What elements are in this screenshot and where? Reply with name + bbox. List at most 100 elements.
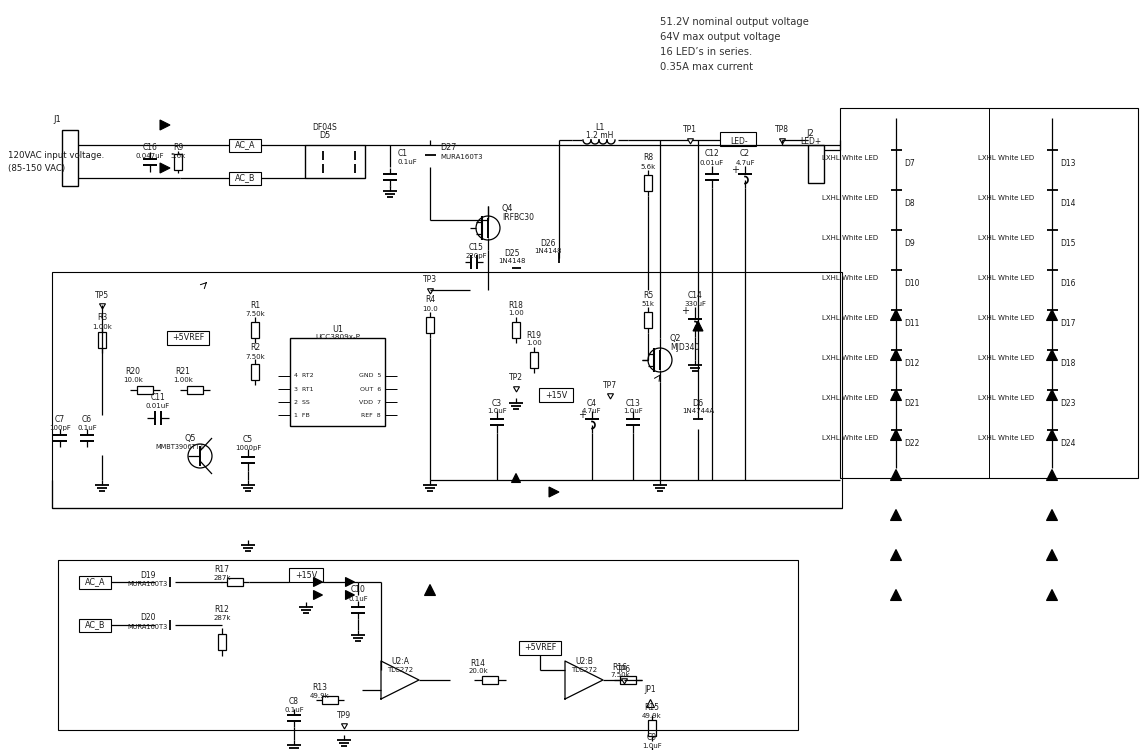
Text: R4: R4 bbox=[424, 296, 435, 304]
Text: LXHL White LED: LXHL White LED bbox=[978, 275, 1033, 281]
Text: AC_B: AC_B bbox=[235, 173, 256, 182]
Bar bbox=[251, 364, 259, 380]
Polygon shape bbox=[345, 578, 354, 586]
Polygon shape bbox=[1046, 430, 1058, 440]
Polygon shape bbox=[890, 430, 902, 440]
Text: +: + bbox=[578, 410, 586, 420]
Text: Q2: Q2 bbox=[670, 334, 681, 343]
Polygon shape bbox=[1046, 310, 1058, 320]
Bar bbox=[840, 108, 1138, 478]
Text: IRFBC30: IRFBC30 bbox=[502, 212, 535, 221]
Text: U2:B: U2:B bbox=[575, 658, 593, 667]
Bar bbox=[305, 145, 365, 178]
Bar bbox=[643, 312, 651, 328]
Bar bbox=[218, 634, 226, 650]
Text: 20.0k: 20.0k bbox=[468, 668, 487, 674]
Text: Q4: Q4 bbox=[502, 203, 514, 212]
Polygon shape bbox=[512, 473, 521, 482]
Text: (85-150 VAC): (85-150 VAC) bbox=[8, 164, 65, 172]
Text: 1.0uF: 1.0uF bbox=[487, 408, 507, 414]
Text: TLC272: TLC272 bbox=[571, 667, 598, 673]
Polygon shape bbox=[1046, 550, 1058, 560]
Bar bbox=[518, 641, 561, 655]
Text: C16: C16 bbox=[142, 143, 157, 152]
Polygon shape bbox=[549, 487, 559, 497]
Text: LXHL White LED: LXHL White LED bbox=[822, 355, 877, 361]
Polygon shape bbox=[890, 550, 902, 560]
Text: LXHL White LED: LXHL White LED bbox=[822, 315, 877, 321]
Text: LXHL White LED: LXHL White LED bbox=[978, 235, 1033, 241]
Polygon shape bbox=[890, 350, 902, 361]
Text: 16 LED’s in series.: 16 LED’s in series. bbox=[660, 47, 752, 57]
Bar bbox=[97, 332, 106, 348]
Text: MURA160T3: MURA160T3 bbox=[440, 154, 483, 160]
Polygon shape bbox=[159, 163, 170, 173]
Text: D25: D25 bbox=[505, 248, 520, 257]
Text: R19: R19 bbox=[526, 331, 541, 340]
Text: 1  FB: 1 FB bbox=[294, 413, 310, 418]
Text: LXHL White LED: LXHL White LED bbox=[822, 395, 877, 401]
Text: C5: C5 bbox=[243, 436, 253, 445]
Text: MURA160T3: MURA160T3 bbox=[127, 624, 169, 630]
Text: UCC3809x-P: UCC3809x-P bbox=[315, 334, 360, 340]
Text: AC_B: AC_B bbox=[85, 620, 106, 629]
Text: R21: R21 bbox=[175, 368, 190, 376]
Text: 330uF: 330uF bbox=[684, 301, 707, 307]
Text: 7.50k: 7.50k bbox=[245, 311, 265, 317]
Text: 1.00: 1.00 bbox=[526, 340, 541, 346]
Text: +: + bbox=[731, 165, 739, 175]
Polygon shape bbox=[159, 120, 170, 130]
Text: D5: D5 bbox=[319, 130, 330, 140]
Polygon shape bbox=[345, 590, 354, 599]
Text: D17: D17 bbox=[1060, 319, 1076, 328]
Text: 10.0k: 10.0k bbox=[123, 377, 143, 383]
Text: R12: R12 bbox=[214, 605, 229, 614]
Text: R16: R16 bbox=[612, 662, 627, 671]
Text: C10: C10 bbox=[351, 586, 366, 595]
Text: +15V: +15V bbox=[295, 571, 317, 580]
Text: D21: D21 bbox=[904, 398, 920, 407]
Polygon shape bbox=[1046, 350, 1058, 361]
Text: D18: D18 bbox=[1060, 358, 1076, 368]
Bar bbox=[290, 338, 385, 426]
Text: 4.7uF: 4.7uF bbox=[735, 160, 755, 166]
Text: C4: C4 bbox=[587, 398, 598, 407]
Text: GND  5: GND 5 bbox=[359, 374, 381, 378]
Bar bbox=[187, 386, 203, 394]
Text: 1.00k: 1.00k bbox=[92, 324, 112, 330]
Bar bbox=[229, 172, 262, 185]
Text: R20: R20 bbox=[125, 368, 140, 376]
Text: LXHL White LED: LXHL White LED bbox=[978, 155, 1033, 161]
Text: C9: C9 bbox=[647, 734, 657, 742]
Text: D7: D7 bbox=[904, 158, 915, 167]
Text: LXHL White LED: LXHL White LED bbox=[978, 315, 1033, 321]
Text: +5VREF: +5VREF bbox=[524, 644, 556, 652]
Text: C8: C8 bbox=[289, 698, 299, 706]
Text: C7: C7 bbox=[55, 416, 65, 424]
Polygon shape bbox=[890, 310, 902, 320]
Text: C6: C6 bbox=[81, 416, 92, 424]
Text: 1N4744A: 1N4744A bbox=[682, 408, 715, 414]
Text: LXHL White LED: LXHL White LED bbox=[978, 395, 1033, 401]
Text: 0.047uF: 0.047uF bbox=[135, 153, 164, 159]
Text: D24: D24 bbox=[1060, 439, 1076, 448]
Text: R1: R1 bbox=[250, 301, 260, 310]
Text: D23: D23 bbox=[1060, 398, 1076, 407]
Text: TP9: TP9 bbox=[337, 710, 351, 719]
Text: D13: D13 bbox=[1060, 158, 1076, 167]
Text: TP2: TP2 bbox=[509, 374, 523, 382]
Bar bbox=[426, 317, 434, 333]
Text: 4  RT2: 4 RT2 bbox=[294, 374, 313, 378]
Text: 0.1uF: 0.1uF bbox=[398, 159, 418, 165]
Text: R14: R14 bbox=[470, 658, 485, 668]
Bar bbox=[227, 578, 243, 586]
Bar bbox=[251, 322, 259, 338]
Text: 49.9k: 49.9k bbox=[642, 713, 662, 719]
Text: LXHL White LED: LXHL White LED bbox=[978, 355, 1033, 361]
Polygon shape bbox=[693, 321, 703, 331]
Text: D20: D20 bbox=[140, 614, 156, 622]
Bar bbox=[136, 386, 153, 394]
Bar bbox=[322, 696, 338, 704]
Bar bbox=[720, 132, 756, 146]
Bar bbox=[512, 322, 520, 338]
